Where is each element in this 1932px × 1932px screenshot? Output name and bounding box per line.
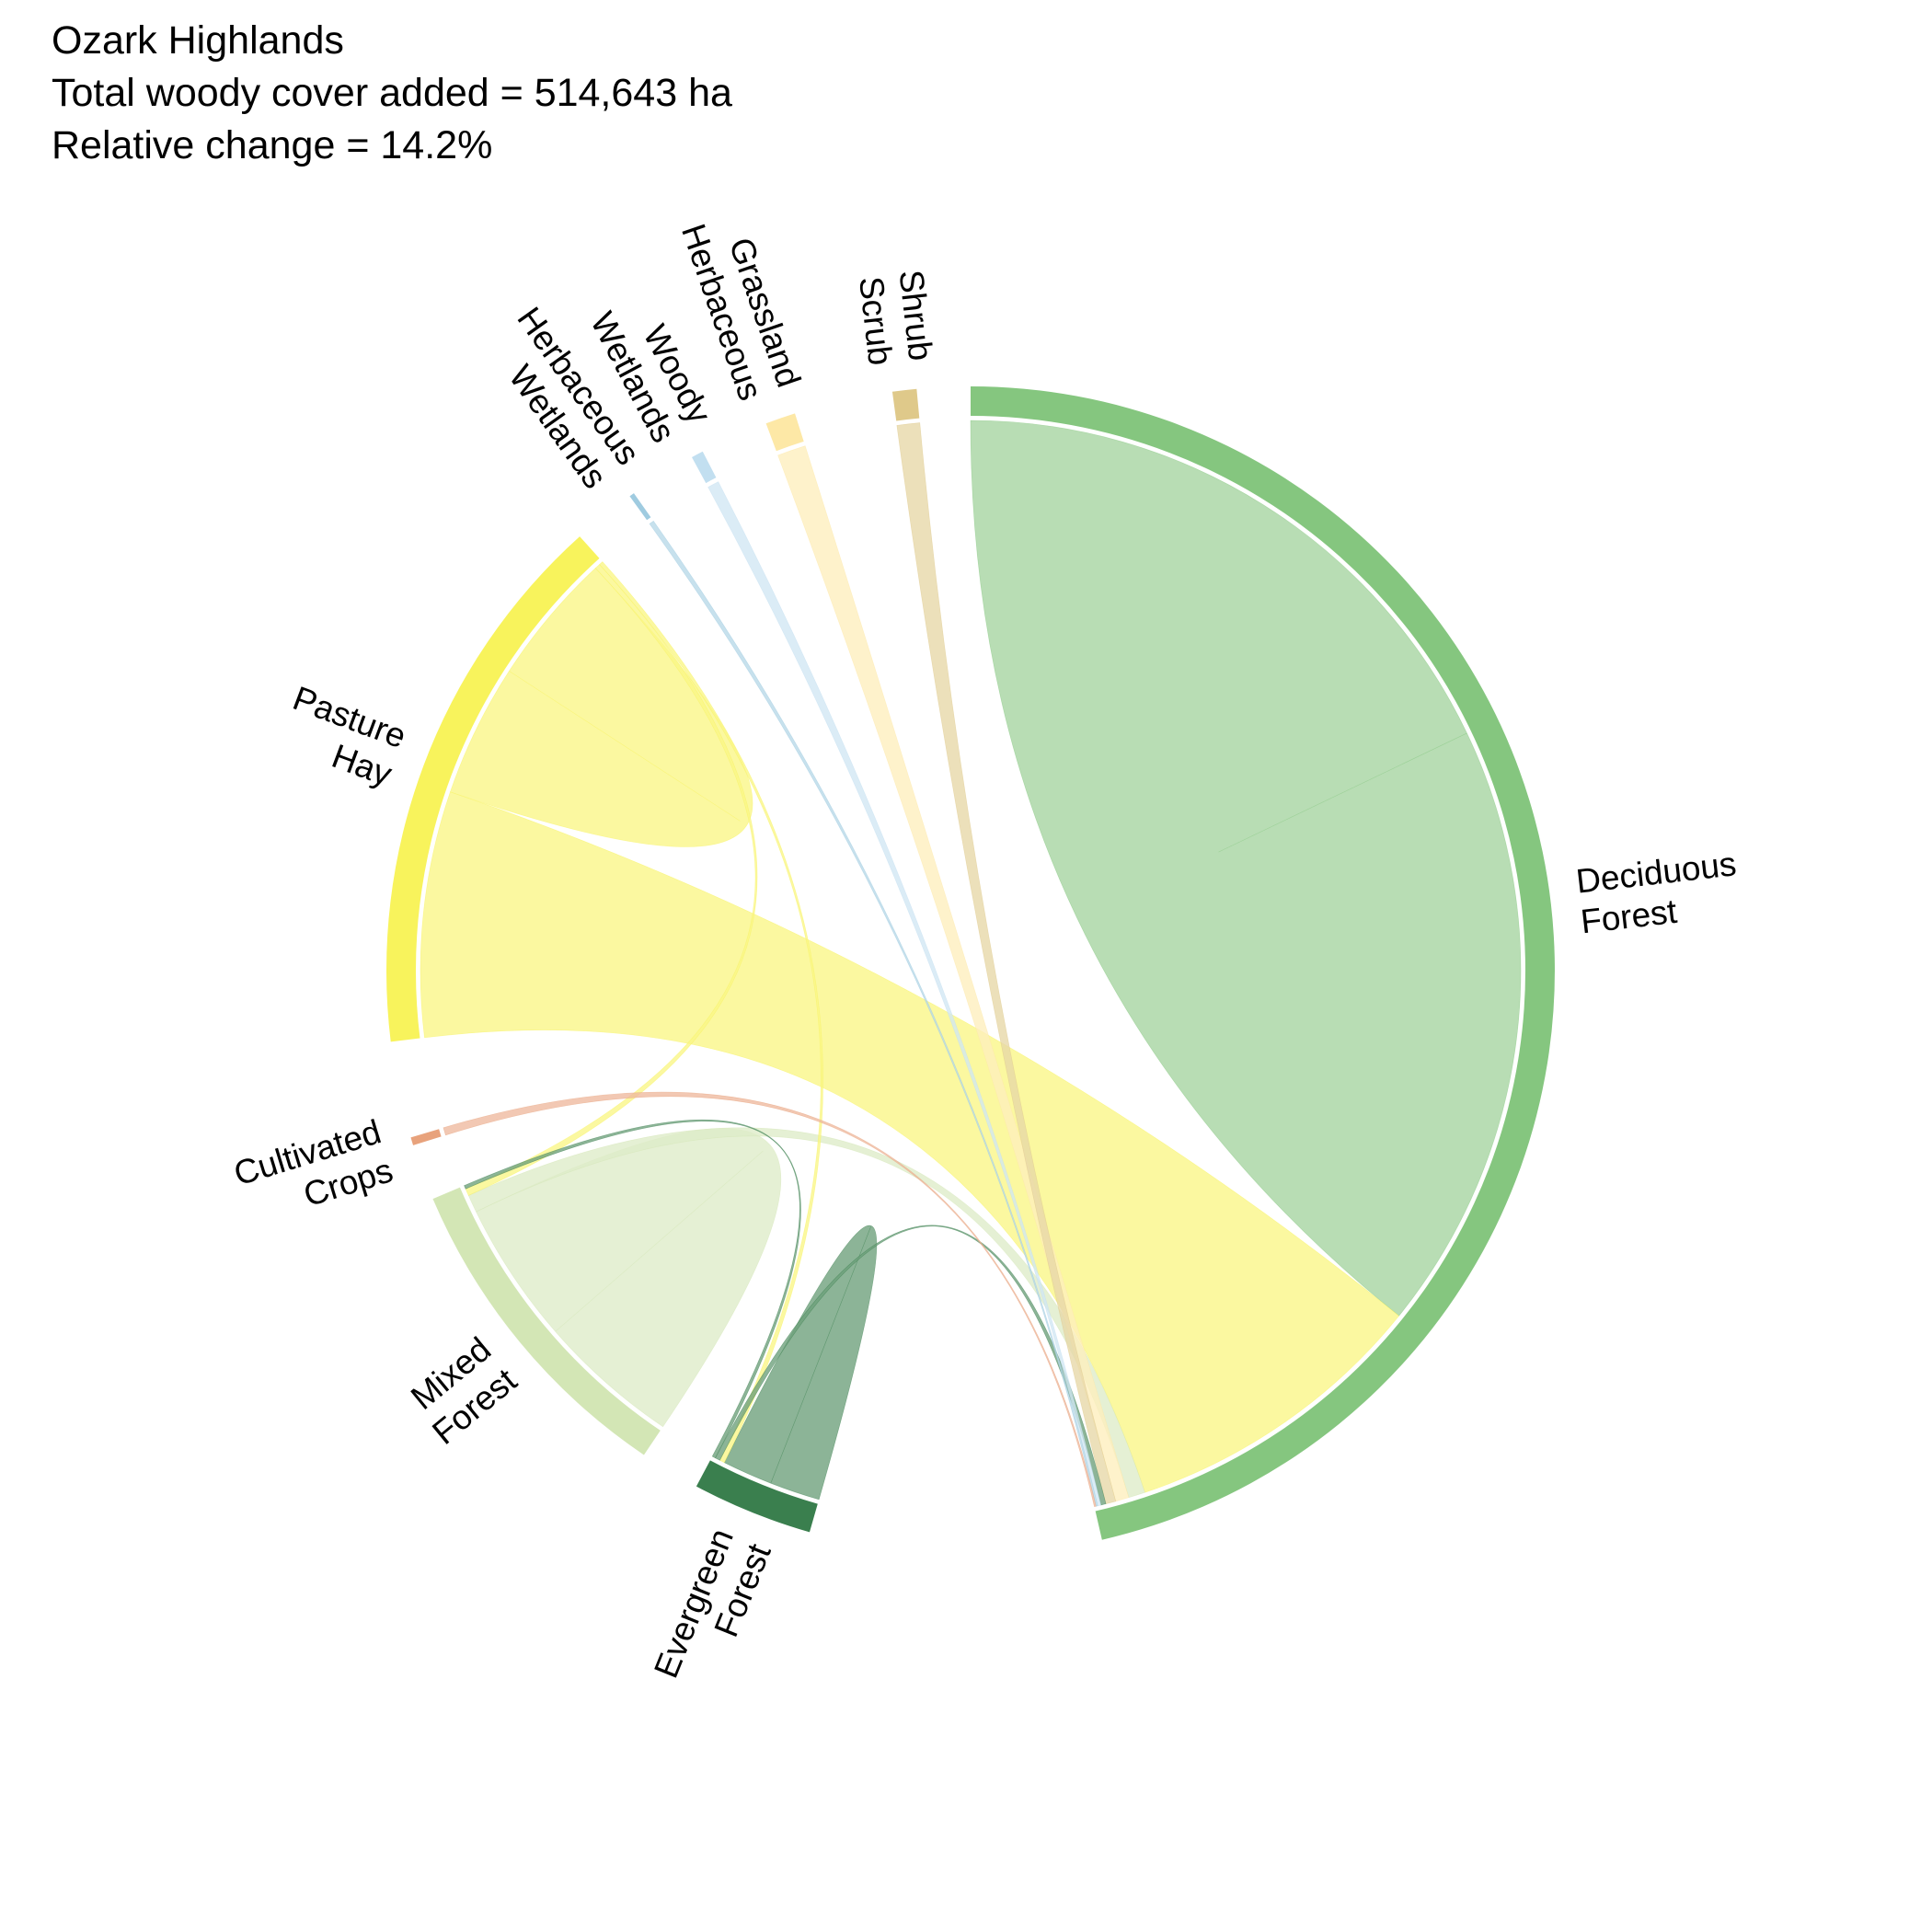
sector-arc-evergreen bbox=[696, 1460, 818, 1533]
ribbon-mixed-to-deciduous bbox=[467, 1127, 1145, 1499]
sector-label-evergreen: EvergreenForest bbox=[647, 1523, 778, 1698]
sector-label-shrub: ShrubScrub bbox=[852, 268, 940, 367]
ribbon-woody_wet-to-deciduous bbox=[707, 481, 1102, 1507]
ribbon-grassland-to-deciduous bbox=[777, 445, 1130, 1502]
sector-label-line: Shrub bbox=[892, 268, 940, 362]
ribbon-pasture-to-pasture bbox=[450, 568, 753, 847]
sector-label-mixed: MixedForest bbox=[399, 1329, 524, 1452]
ribbon-evergreen-to-mixed bbox=[464, 1120, 801, 1459]
sector-arc-herb_wet bbox=[629, 493, 651, 521]
sector-arc-shrub bbox=[891, 388, 920, 421]
ribbon-pasture-to-evergreen bbox=[599, 561, 823, 1464]
sector-label-line: Forest bbox=[1579, 892, 1680, 941]
ribbon-pasture-to-mixed bbox=[465, 564, 758, 1196]
chart-subtitle-change: Relative change = 14.2% bbox=[52, 123, 493, 167]
ribbon-pasture-to-deciduous bbox=[420, 791, 1400, 1493]
ribbon-herb_wet-to-deciduous bbox=[649, 520, 1098, 1507]
ribbon-shrub-to-deciduous bbox=[896, 422, 1117, 1505]
sector-label-line: Scrub bbox=[852, 274, 900, 367]
chord-ribbons bbox=[420, 420, 1522, 1508]
sector-arc-grassland bbox=[765, 413, 804, 452]
sector-label-crops: CultivatedCrops bbox=[229, 1112, 397, 1231]
ribbon-crops-to-deciduous bbox=[443, 1091, 1097, 1508]
sector-arc-crops bbox=[410, 1129, 442, 1145]
chart-subtitle-total: Total woody cover added = 514,643 ha bbox=[52, 71, 732, 115]
sector-arc-pasture bbox=[385, 536, 600, 1042]
sector-label-line: Deciduous bbox=[1574, 845, 1738, 901]
chord-sectors bbox=[385, 386, 1555, 1540]
chart-title: Ozark Highlands bbox=[52, 18, 344, 63]
sector-arc-woody_wet bbox=[692, 451, 717, 484]
sector-label-deciduous: DeciduousForest bbox=[1574, 845, 1742, 940]
ribbon-evergreen-to-evergreen bbox=[723, 1225, 878, 1501]
chart-title-block: Ozark Highlands Total woody cover added … bbox=[52, 15, 732, 172]
ribbon-mixed-to-mixed bbox=[476, 1128, 782, 1428]
sector-arc-mixed bbox=[432, 1187, 661, 1455]
ribbon-deciduous-to-deciduous bbox=[970, 420, 1522, 1317]
ribbon-evergreen-to-deciduous bbox=[715, 1225, 1107, 1506]
sector-label-pasture: PastureHay bbox=[274, 679, 412, 793]
